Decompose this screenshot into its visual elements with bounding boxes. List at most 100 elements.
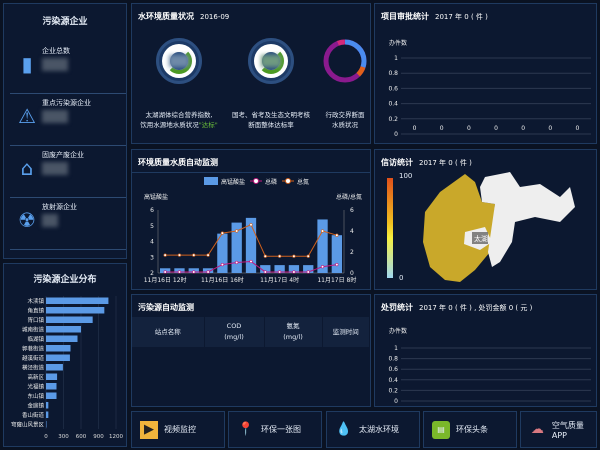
column-header[interactable]: 站点名称 [132,317,205,347]
data-point [292,254,296,258]
panel-title: 信访统计 2017 年 0 ( 件 ) [381,158,472,167]
column-header[interactable]: 氨氮 (mg/l) [264,317,323,347]
column-header[interactable]: COD (mg/l) [204,317,265,347]
bar [274,265,285,273]
y-tick-label-right: 6 [350,207,354,214]
approval-panel: 项目审批统计 2017 年 0 ( 件 ) 办件数 0 0.2 0.4 0.6 0.8 1 0 0… [374,3,597,144]
panel-title: 水环境质量状况 2016-09 [138,11,229,22]
data-point [235,260,239,265]
bar [46,411,49,418]
enterprise-waste[interactable]: ⌂ 固废产废企业 [10,146,126,198]
category-label: 横泾街道 [22,364,45,372]
env-news-button[interactable]: ▤ 环保头条 [423,411,517,448]
bar [231,222,242,273]
panel-title: 污染源自动监测 [138,303,194,312]
data-point [306,270,310,274]
monitor-panel: 环境质量水质自动监测 高锰酸盐 总磷 总氮 高锰酸盐 总磷/总氮 2 3 4 5 6 0 2 4 6 11月… [131,149,371,290]
category-label: 郭巷街道 [22,345,45,353]
building-icon: ▮ [21,52,33,76]
data-point [263,270,267,274]
y-tick-label: 0 [394,131,398,138]
distribution-panel: 污染源企业分布 0 300 600 900 1200 木渎镇 角直镇 胥口镇 城南街道 临湖镇 郭巷… [3,263,127,447]
section-dial[interactable] [248,38,294,84]
dial-caption: 太湖湖体综合营养指数, 饮用水源地水质状况"达标" [140,111,218,129]
video-camera-icon: ▶ [140,420,158,439]
data-point [177,253,182,257]
map-region-highlighted [423,174,495,282]
bar [317,219,328,273]
enterprise-radiation[interactable]: ☢ 放射源企业 [10,198,126,250]
cloud-icon: ☁ [530,422,544,437]
scale-max: 100 [399,172,413,180]
bar [288,265,300,273]
data-point [335,233,339,237]
map-pin-icon: 📍 [237,422,255,437]
legend-marker [253,178,259,184]
data-point [249,259,253,264]
env-map-button[interactable]: 📍 环保一张图 [228,411,322,448]
y-axis-label-left: 高锰酸盐 [144,193,168,201]
panel-title: 污染源企业 [42,17,88,27]
region-map[interactable]: 太湖 [420,172,590,287]
date: 2016-09 [200,13,230,21]
taihu-water-button[interactable]: 💧 太湖水环境 [326,411,420,448]
enterprise-total[interactable]: ▮ 企业总数 [10,42,126,94]
scale-min: 0 [399,274,404,282]
air-quality-app-button[interactable]: ☁ 空气质量APP [520,411,597,448]
video-monitor-button[interactable]: ▶ 视频监控 [131,411,225,448]
data-label: 0 [440,125,444,132]
bar [46,354,70,361]
category-label: 东山镇 [27,392,44,400]
x-tick-label: 11月16日 12时 [144,276,187,284]
panel-title: 项目审批统计 2017 年 0 ( 件 ) [381,12,488,21]
legend-marker [285,178,291,184]
approval-chart: 办件数 0 0.2 0.4 0.6 0.8 1 0 0 0 0 0 0 0 [388,39,591,138]
y-tick-label: 0.2 [388,116,398,123]
y-tick-label: 0.6 [388,366,398,373]
penalty-chart: 办件数 0 0.2 0.4 0.6 0.8 1 [388,327,591,405]
data-point [206,270,210,274]
data-label: 0 [576,125,580,132]
data-point [192,253,196,257]
x-tick-label: 600 [76,434,87,440]
data-point [320,229,325,233]
title: 水环境质量状况 [138,12,194,21]
data-point [292,270,296,274]
category-label: 香山街道 [22,411,45,419]
y-tick-label: 0.4 [388,101,398,108]
water-drop-icon: 💧 [335,422,353,437]
y-tick-label: 1 [394,55,398,62]
y-tick-label: 1 [394,345,398,352]
label: 放射源企业 [42,203,77,211]
data-point [220,231,224,235]
color-scale[interactable] [387,178,393,278]
column-header[interactable]: 监测时间 [322,317,370,347]
y-tick-label-left: 3 [150,254,154,261]
data-point [263,254,267,258]
y-tick-label-right: 0 [350,270,354,277]
data-point [163,270,167,274]
legend-label: 总磷 [265,178,277,186]
data-point [320,265,325,269]
enterprise-key[interactable]: ⚠ 重点污染源企业 [10,94,126,146]
category-label: 木渎镇 [27,297,44,305]
bar [303,265,314,273]
nutrition-dial[interactable] [156,38,202,84]
boundary-donut[interactable] [322,38,368,84]
bar [46,345,71,352]
bar [46,402,49,409]
y-tick-label-left: 2 [150,270,154,277]
data-label: 0 [467,125,471,132]
bar [217,233,228,273]
data-point [278,254,282,258]
y-tick-label-left: 4 [150,239,154,246]
label: 重点污染源企业 [42,99,91,107]
bar [46,373,58,380]
bar [46,383,57,390]
label: 固废产废企业 [42,151,84,159]
bar [245,217,257,273]
pollution-table-panel: 污染源自动监测 站点名称 COD (mg/l) 氨氮 (mg/l) 监测时间 [131,294,371,407]
penalty-panel: 处罚统计 2017 年 0 ( 件 ) , 处罚金额 0 ( 元 ) 办件数 0 0.… [374,294,597,407]
data-point [192,270,196,274]
